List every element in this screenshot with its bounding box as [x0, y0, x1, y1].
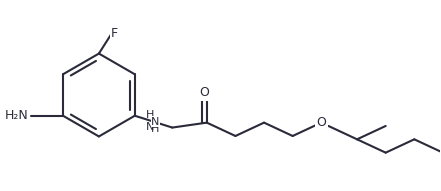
Text: H
N: H N: [146, 110, 154, 132]
Text: N: N: [151, 117, 160, 127]
Text: H₂N: H₂N: [5, 109, 29, 122]
Text: O: O: [199, 86, 209, 99]
Text: F: F: [111, 27, 118, 40]
Text: H: H: [151, 125, 160, 134]
Text: O: O: [316, 116, 326, 129]
